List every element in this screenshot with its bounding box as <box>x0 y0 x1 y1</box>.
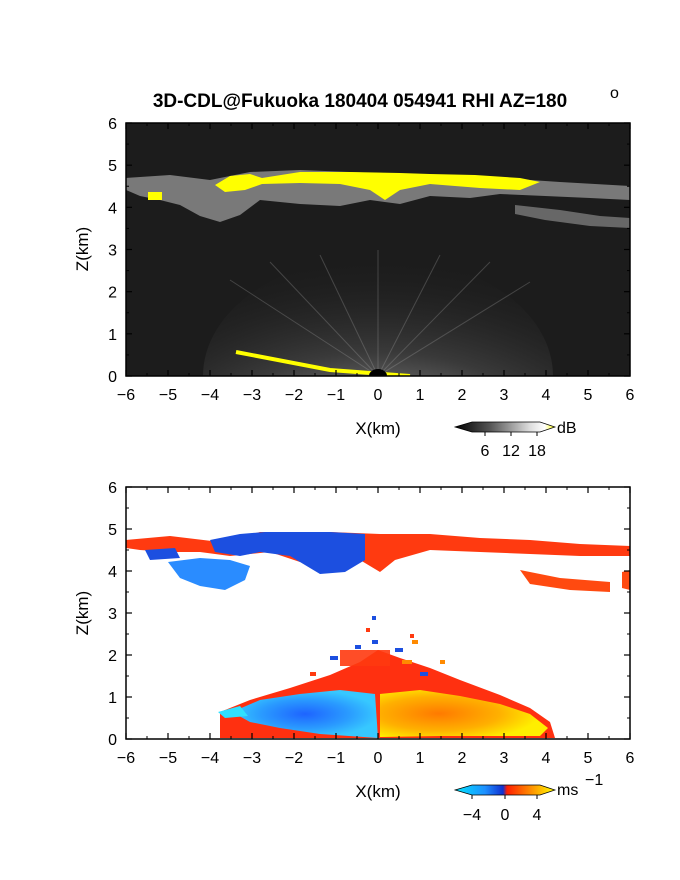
x-tick-label: −4 <box>201 750 219 767</box>
y-tick-label: 5 <box>108 158 117 175</box>
x-tick-label: 4 <box>542 387 551 404</box>
panel2-plot-area <box>126 487 630 739</box>
x-tick-label: 3 <box>500 750 509 767</box>
colorbar2-unit: ms <box>557 782 578 799</box>
panel1-cirrus-yellow <box>215 172 540 200</box>
panel1-ticks: −6 −5 −4 −3 −2 −1 0 1 2 3 4 5 6 0 1 2 3 4 5 6 <box>108 116 634 404</box>
x-tick-label: −5 <box>159 387 177 404</box>
panel1-title: 3D-CDL@Fukuoka 180404 054941 RHI AZ=180 <box>153 91 567 112</box>
panel1-cirrus-lower <box>515 205 630 228</box>
panel1-colorbar: 6 12 18 dB <box>453 420 577 460</box>
panel2-bl-blue <box>232 690 378 738</box>
panel2-cirrus-blue-lower <box>168 558 250 590</box>
colorbar1-tickmarks: 6 12 18 <box>481 432 546 460</box>
y-tick-label: 6 <box>108 480 117 497</box>
y-tick-label: 0 <box>108 732 117 749</box>
colorbar-tick-label: 4 <box>533 807 542 824</box>
y-tick-label: 1 <box>108 327 117 344</box>
colorbar-tick-label: 18 <box>528 443 546 460</box>
x-tick-label: −6 <box>117 387 135 404</box>
colorbar2-tickmarks: −4 0 4 <box>463 795 542 824</box>
x-tick-label: −6 <box>117 750 135 767</box>
x-tick-label: −3 <box>243 750 261 767</box>
colorbar-tick-label: 6 <box>481 443 490 460</box>
x-tick-label: 1 <box>416 750 425 767</box>
panel1-ylabel: Z(km) <box>73 227 92 271</box>
x-tick-label: 5 <box>584 750 593 767</box>
x-tick-label: 1 <box>416 387 425 404</box>
panel1-title-superscript: o <box>610 85 619 102</box>
panel1-boundary-glow <box>203 256 553 376</box>
x-tick-label: 6 <box>626 387 635 404</box>
colorbar1-body <box>453 421 557 433</box>
colorbar2-unit-superscript: −1 <box>585 772 603 789</box>
x-tick-label: 6 <box>626 750 635 767</box>
x-tick-label: −2 <box>285 750 303 767</box>
y-tick-label: 4 <box>108 200 117 217</box>
panel2-cirrus-right-edge <box>622 570 630 590</box>
panel2-bl-cyan-tip <box>218 706 248 718</box>
y-tick-label: 0 <box>108 369 117 386</box>
panel2-bl-orange <box>380 690 548 737</box>
y-tick-label: 2 <box>108 648 117 665</box>
x-tick-label: 5 <box>584 387 593 404</box>
panel1-plot-area <box>126 123 630 376</box>
colorbar-tick-label: 0 <box>501 807 510 824</box>
colorbar1-unit: dB <box>557 420 577 437</box>
x-tick-label: −5 <box>159 750 177 767</box>
panel2-cirrus-blue <box>210 532 365 574</box>
y-tick-label: 2 <box>108 285 117 302</box>
x-tick-label: 0 <box>374 387 383 404</box>
x-tick-label: 2 <box>458 387 467 404</box>
y-tick-label: 4 <box>108 564 117 581</box>
y-tick-label: 6 <box>108 116 117 133</box>
panel1-xlabel: X(km) <box>355 419 400 438</box>
x-tick-label: 2 <box>458 750 467 767</box>
panel2-xlabel: X(km) <box>355 782 400 801</box>
colorbar2-body <box>453 784 557 796</box>
y-tick-label: 3 <box>108 243 117 260</box>
x-tick-label: −1 <box>327 387 345 404</box>
y-tick-label: 1 <box>108 690 117 707</box>
x-tick-label: −3 <box>243 387 261 404</box>
y-tick-label: 3 <box>108 606 117 623</box>
y-tick-label: 5 <box>108 522 117 539</box>
colorbar-tick-label: −4 <box>463 807 481 824</box>
colorbar-tick-label: 12 <box>502 443 520 460</box>
x-tick-label: 0 <box>374 750 383 767</box>
panel2-scatter-pixels <box>310 616 445 676</box>
panel2-cirrus-blue-left <box>145 548 180 560</box>
panel1-beam-rays <box>229 250 531 376</box>
panel2-ticks: −6 −5 −4 −3 −2 −1 0 1 2 3 4 5 6 0 1 2 3 4 5 6 <box>108 480 634 767</box>
panel2-colorbar: −4 0 4 ms −1 <box>453 772 603 824</box>
x-tick-label: 4 <box>542 750 551 767</box>
panel2-ylabel: Z(km) <box>73 591 92 635</box>
x-tick-label: −2 <box>285 387 303 404</box>
x-tick-label: −1 <box>327 750 345 767</box>
panel2-cirrus-lower-red <box>520 570 610 592</box>
x-tick-label: −4 <box>201 387 219 404</box>
x-tick-label: 3 <box>500 387 509 404</box>
panel1-yellow-patch <box>148 192 162 200</box>
